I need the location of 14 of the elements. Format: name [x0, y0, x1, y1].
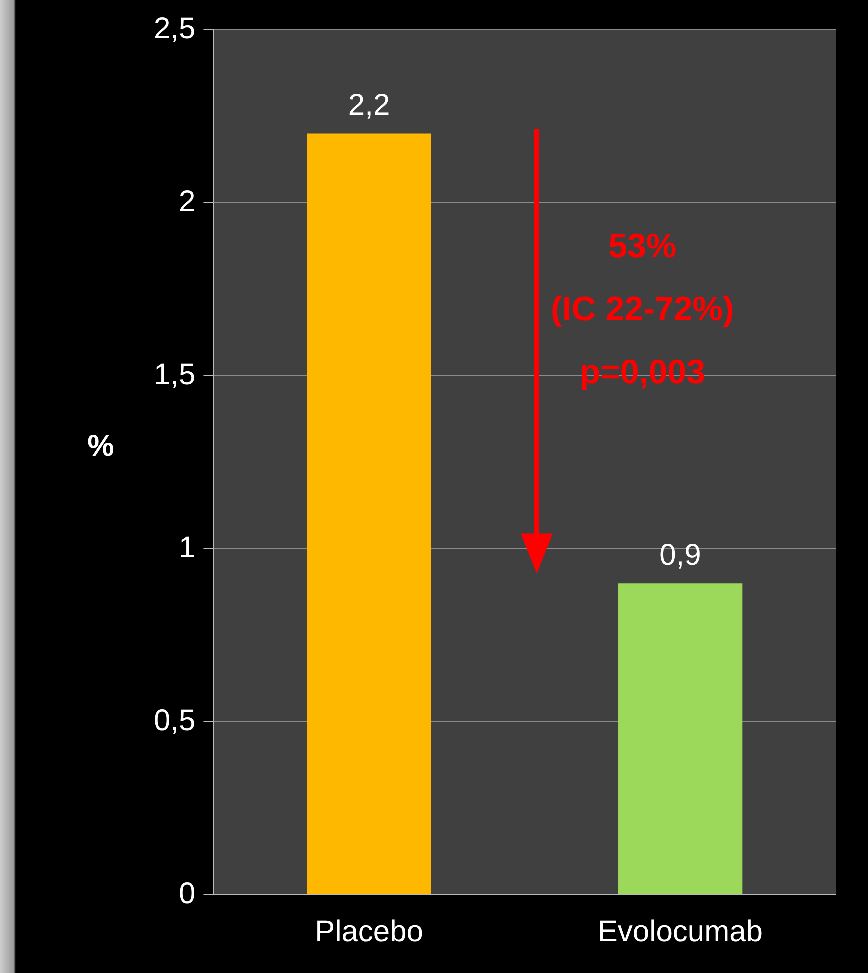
x-tick-label: Evolocumab: [598, 915, 763, 948]
y-tick-label: 2,5: [154, 12, 196, 46]
y-tick-label: 2: [179, 185, 196, 218]
y-tick-label: 1,5: [154, 358, 196, 392]
annotation: (IC 22-72%): [551, 290, 734, 328]
x-tick-label: Placebo: [315, 915, 424, 948]
y-tick-label: 0: [179, 877, 196, 910]
y-tick-label: 1: [179, 531, 196, 564]
annotation: p=0,003: [580, 353, 706, 392]
data-label: 2,2: [348, 89, 390, 122]
y-tick-label: 0,5: [154, 704, 196, 738]
data-label: 0,9: [660, 538, 702, 572]
annotation: 53%: [608, 227, 677, 266]
y-axis-title: %: [88, 430, 114, 463]
